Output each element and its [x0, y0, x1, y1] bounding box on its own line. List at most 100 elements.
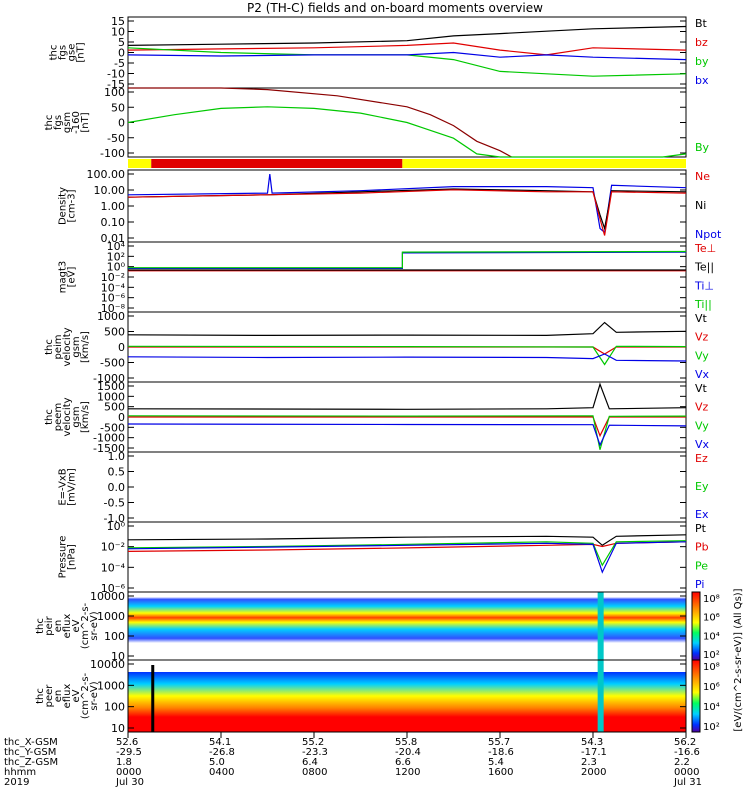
- series-line: [127, 541, 687, 574]
- xaxis-tick-value: -26.8: [209, 747, 235, 758]
- ytick-label: 10⁻⁸: [101, 302, 126, 315]
- panel-8: 10⁰ 10⁻² 10⁻⁴ 10⁻⁶ Pressure[nPa] Pt Pb Pe Pi: [58, 520, 709, 595]
- ytick-label: 1.0: [108, 450, 126, 463]
- ytick-label: 5: [118, 36, 125, 49]
- colorbar: [691, 591, 701, 661]
- xaxis-row-label: thc_Z-GSM: [4, 757, 58, 768]
- ytick-label: 10⁻⁶: [101, 292, 126, 305]
- ytick-label: 10²: [107, 250, 125, 263]
- ytick-label: 100: [104, 86, 125, 99]
- colorbar-tick: 10²: [703, 722, 720, 733]
- series-line: [127, 541, 687, 552]
- ytick-label: 1000: [97, 610, 125, 623]
- ytick-label: 500: [104, 401, 125, 414]
- ytick-label: -50: [107, 132, 125, 145]
- legend-entry: Ey: [695, 480, 709, 493]
- ylabel: [nPa]: [67, 544, 78, 570]
- xaxis-tick-value: 0400: [209, 767, 234, 778]
- legend-entry: by: [695, 55, 709, 68]
- legend-entry: Vz: [695, 331, 709, 344]
- panel-10: 10000 1000 100 10 thcpeerenefluxeV(cm^2-s-sr…: [35, 658, 687, 735]
- series-line: [127, 382, 687, 410]
- legend-entry: Ex: [695, 508, 709, 521]
- ytick-label: 10000: [90, 590, 125, 603]
- legend-entry: By: [695, 141, 710, 154]
- ytick-label: 10⁻²: [101, 541, 125, 554]
- ylabel: eV: [71, 619, 82, 632]
- ylabel: thc: [35, 688, 46, 704]
- ytick-label: 1000: [97, 390, 125, 403]
- ylabel: fgs: [53, 115, 64, 130]
- ytick-label: 1000: [97, 679, 125, 692]
- colorbar-tick: 10⁴: [703, 702, 720, 713]
- strip-segment: [402, 159, 686, 168]
- series-line: [127, 106, 687, 158]
- ytick-label: 10.00: [94, 184, 126, 197]
- xaxis-tick-value: 0800: [302, 767, 327, 778]
- xaxis-tick-value: Jul 30: [115, 777, 144, 788]
- xaxis-tick-value: -17.1: [581, 747, 607, 758]
- series-line: [127, 540, 687, 567]
- ylabel: eV: [71, 689, 82, 702]
- ylabel: gsm: [71, 406, 82, 427]
- ytick-label: 0: [118, 47, 125, 60]
- series-line: [127, 174, 687, 234]
- xaxis-tick-value: 6.6: [395, 757, 411, 768]
- legend-entry: Bt: [695, 17, 708, 30]
- xaxis-tick-value: 0000: [116, 767, 141, 778]
- ylabel: eflux: [62, 684, 73, 709]
- xaxis-tick-value: 1600: [488, 767, 513, 778]
- legend-entry: Vy: [695, 349, 709, 362]
- panel-3: 100.00 10.00 1.00 0.10 0.01 Density[cm-3] Ne Ni…: [58, 168, 722, 245]
- ylabel: Density: [58, 187, 69, 225]
- ytick-label: 1.00: [101, 200, 126, 213]
- ylabel: thc: [44, 409, 55, 425]
- ylabel: peem: [53, 403, 64, 431]
- legend-entry: Npot: [695, 228, 722, 241]
- ylabel: [nT]: [76, 42, 87, 62]
- ytick-label: 10⁰: [107, 520, 126, 533]
- colorbar-tick: 10⁶: [703, 682, 720, 693]
- xaxis-tick-value: 5.4: [488, 757, 504, 768]
- legend-entry: Pt: [695, 522, 707, 535]
- xaxis-tick-value: 54.1: [209, 737, 231, 748]
- colorbar: [691, 659, 701, 733]
- ytick-label: 10: [111, 722, 125, 735]
- plot-title: P2 (TH-C) fields and on-board moments ov…: [247, 1, 543, 15]
- ylabel: [eV]: [67, 267, 78, 288]
- legend-entry: Te⊥: [694, 242, 716, 255]
- series-line: [128, 346, 686, 355]
- ylabel: sr-eV): [89, 611, 100, 640]
- panel-2: [128, 159, 686, 168]
- strip-segment: [151, 159, 403, 168]
- ylabel: en: [53, 620, 64, 633]
- series-line: [128, 416, 686, 438]
- ytick-label: 0: [118, 411, 125, 424]
- ylabel: -160: [71, 111, 82, 134]
- ylabel: [cm-3]: [67, 189, 78, 222]
- xaxis-tick-value: 1.8: [116, 757, 132, 768]
- xaxis-tick-value: 55.7: [488, 737, 510, 748]
- ytick-label: 10⁻²: [101, 271, 125, 284]
- ytick-label: 1500: [97, 380, 125, 393]
- ytick-label: -15: [107, 78, 125, 91]
- spectrogram-dropout: [597, 592, 604, 660]
- ylabel: magt3: [58, 261, 69, 294]
- series-line: [127, 51, 687, 61]
- legend-entry: Vt: [695, 382, 708, 395]
- ylabel: (cm^2-s-: [80, 672, 91, 719]
- ytick-label: 10000: [90, 658, 125, 671]
- ylabel: thc: [49, 45, 60, 61]
- series-line: [127, 25, 687, 46]
- ytick-label: 0.0: [108, 481, 126, 494]
- ytick-label: -5: [114, 57, 125, 70]
- legend-entry: Vt: [695, 312, 708, 325]
- ylabel: eflux: [62, 614, 73, 639]
- panel-7: 1.0 0.5 0.0 -0.5 -1.0 E=-VxB[mV/m] Ez Ey Ex: [58, 450, 709, 525]
- xaxis-tick-value: Jul 31: [673, 777, 702, 788]
- ylabel: gsm: [62, 112, 73, 133]
- ylabel: thc: [44, 339, 55, 355]
- ylabel: gsm: [71, 336, 82, 357]
